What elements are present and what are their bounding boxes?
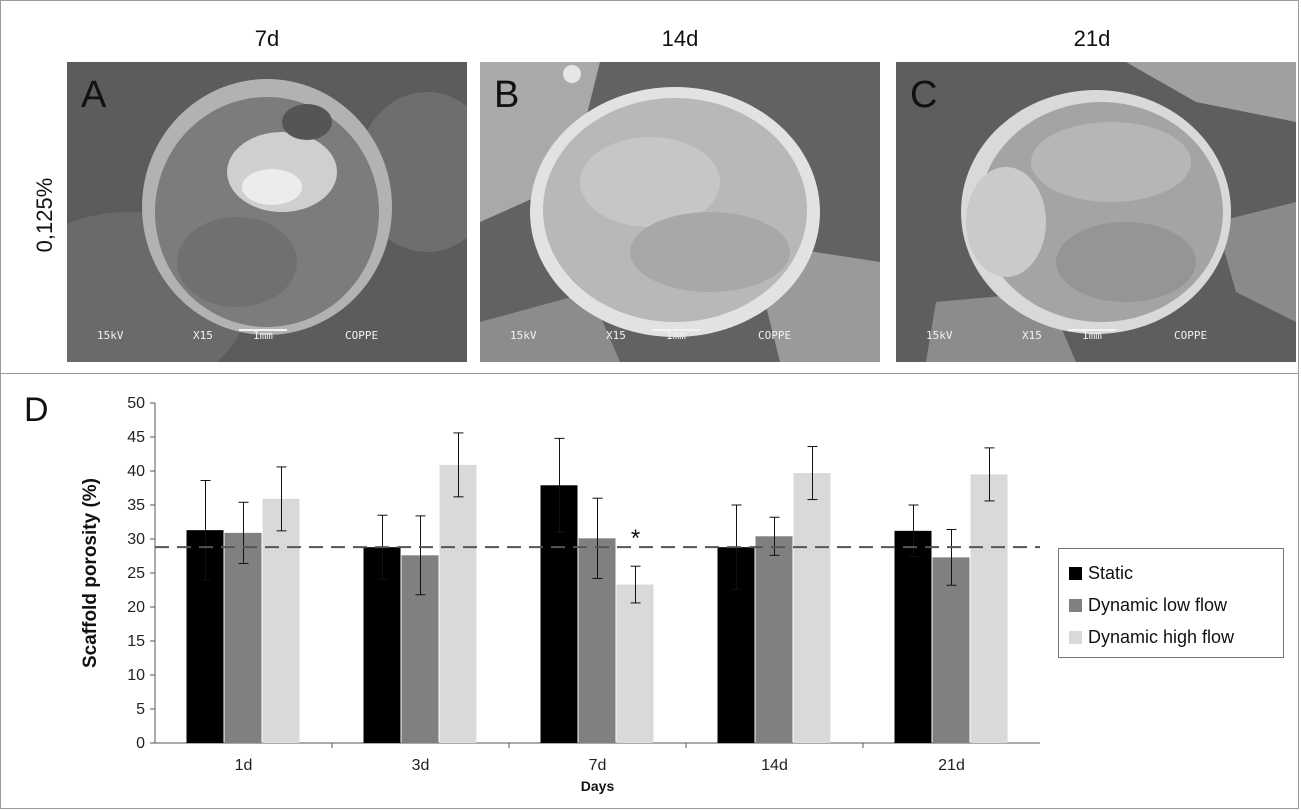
y-tick-label: 0 [136,735,145,752]
porosity-bar-chart: 0 5 10 15 20 25 30 35 40 45 50 1d 3d 7d 14d 21d * Days Sca… [80,395,1040,794]
legend-swatch-dynamic-low-flow [1069,598,1082,612]
x-tick-label: 1d [235,757,253,774]
column-title-14d: 14d [661,26,699,51]
sem-scaffold-image [480,62,880,362]
y-tick-label: 35 [127,497,145,514]
y-tick-label: 30 [127,531,145,548]
sem-image-b: B 15kV X15 1mm COPPE [480,62,880,362]
bar-dynamic-low-flow [224,532,262,743]
bar-static [894,530,932,743]
bar-static [363,547,401,743]
sem-magnification: X15 [1022,329,1042,342]
legend-item-dynamic-high-flow: Dynamic high flow [1069,621,1273,653]
sem-lab-label: COPPE [758,329,792,342]
sem-magnification: X15 [193,329,213,342]
legend-item-dynamic-low-flow: Dynamic low flow [1069,589,1273,621]
chart-legend: Static Dynamic low flow Dynamic high flo… [1058,548,1284,658]
x-tick-label: 21d [938,757,965,774]
column-title-7d: 7d [254,26,280,51]
y-tick-label: 50 [127,395,145,412]
sem-scaffold-image [896,62,1296,362]
sem-scale-label: 1mm [253,329,273,342]
legend-label-static: Static [1088,562,1134,583]
legend-label-dynamic-high-flow: Dynamic high flow [1088,626,1235,647]
chart-panel [0,374,1299,809]
y-tick-label: 15 [127,633,145,650]
y-tick-label: 45 [127,429,145,446]
bar-dynamic-high-flow [793,473,831,743]
y-tick-label: 20 [127,599,145,616]
significance-asterisk: * [631,525,640,552]
y-tick-label: 10 [127,667,145,684]
sem-image-c: C 15kV X15 1mm COPPE [896,62,1296,362]
legend-swatch-static [1069,566,1082,580]
sem-lab-label: COPPE [345,329,379,342]
panel-letter-c: C [910,74,938,116]
bar-dynamic-high-flow [616,584,654,743]
scale-bar [652,329,700,331]
sem-magnification: X15 [606,329,626,342]
x-axis-label: Days [581,778,615,794]
panel-letter-a: A [81,74,107,116]
sem-lab-label: COPPE [1174,329,1208,342]
sem-voltage: 15kV [926,329,953,342]
panel-letter-b: B [494,74,520,116]
sem-scale-label: 1mm [666,329,686,342]
bar-dynamic-low-flow [932,557,970,743]
column-title-21d: 21d [1073,26,1111,51]
bar-dynamic-high-flow [262,498,300,743]
legend-label-dynamic-low-flow: Dynamic low flow [1088,594,1228,615]
legend-swatch-dynamic-high-flow [1069,630,1082,644]
x-tick-label: 14d [761,757,788,774]
sem-panel-row [0,0,1299,374]
bar-dynamic-high-flow [439,464,477,743]
sem-scale-label: 1mm [1082,329,1102,342]
panel-letter-d: D [24,391,49,429]
bar-dynamic-low-flow [755,536,793,743]
x-tick-label: 7d [589,757,607,774]
scale-bar [1068,329,1116,331]
scale-bar [239,329,287,331]
y-axis-label: Scaffold porosity (%) [80,478,101,668]
y-tick-label: 25 [127,565,145,582]
y-tick-label: 5 [136,701,145,718]
sem-voltage: 15kV [97,329,124,342]
bar-dynamic-high-flow [970,474,1008,743]
sem-voltage: 15kV [510,329,537,342]
sem-image-a: A 15kV X15 1mm COPPE [67,62,467,362]
legend-item-static: Static [1069,557,1273,589]
row-label-concentration: 0,125% [32,177,57,253]
sem-scaffold-image [67,62,467,362]
y-tick-label: 40 [127,463,145,480]
x-tick-label: 3d [412,757,430,774]
